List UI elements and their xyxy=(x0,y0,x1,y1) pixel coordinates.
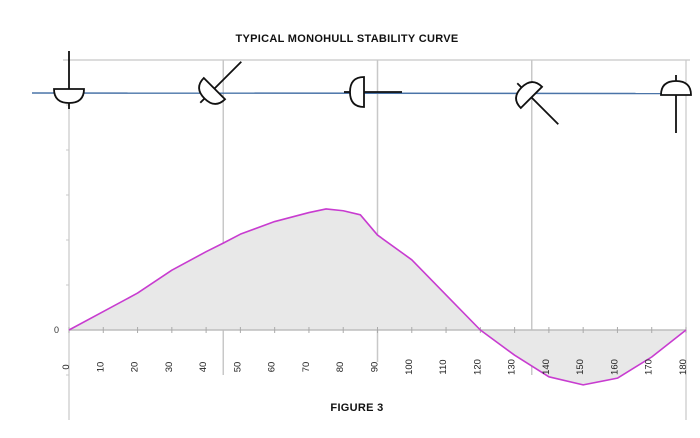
keel-line xyxy=(199,97,206,104)
x-tick-label: 40 xyxy=(198,362,209,373)
x-tick-label: 90 xyxy=(370,362,381,373)
boat-heel-90-icon xyxy=(344,76,402,108)
y-tick-label: 0 xyxy=(54,325,59,335)
boat-heel-180-icon xyxy=(660,75,692,133)
x-tick-label: 20 xyxy=(130,362,141,373)
x-tick-label: 10 xyxy=(95,362,106,373)
figure-caption: FIGURE 3 xyxy=(330,402,384,414)
boat-heel-135-icon xyxy=(515,81,559,125)
x-tick-label: 30 xyxy=(164,362,175,373)
x-tick-label: 60 xyxy=(267,362,278,373)
x-tick-label: 70 xyxy=(301,362,312,373)
curve-area-fill xyxy=(69,208,686,385)
x-tick-label: 130 xyxy=(507,359,518,375)
hull-shape xyxy=(53,88,85,104)
righting-moment-curve xyxy=(68,208,687,386)
chart-title: TYPICAL MONOHULL STABILITY CURVE xyxy=(235,33,459,45)
x-tick-label: 170 xyxy=(644,359,655,375)
x-tick-label: 150 xyxy=(575,359,586,375)
x-tick-label: 0 xyxy=(61,364,72,369)
mast-line xyxy=(530,96,559,125)
x-tick-label: 50 xyxy=(232,362,243,373)
x-tick-label: 110 xyxy=(438,359,449,374)
boat-heel-0-icon xyxy=(53,51,85,109)
x-tick-label: 140 xyxy=(541,359,552,375)
x-tick-label: 100 xyxy=(404,359,415,375)
hull-shape xyxy=(660,80,692,96)
x-tick-label: 160 xyxy=(609,359,620,375)
keel-line xyxy=(516,82,523,89)
x-tick-label: 120 xyxy=(472,359,483,375)
mast-line xyxy=(213,61,242,90)
x-tick-label: 80 xyxy=(335,362,346,373)
x-tick-label: 180 xyxy=(678,359,689,375)
boat-heel-45-icon xyxy=(198,61,242,105)
hull-shape xyxy=(349,76,365,108)
hull-shape xyxy=(515,81,544,110)
hull-shape xyxy=(198,76,227,105)
